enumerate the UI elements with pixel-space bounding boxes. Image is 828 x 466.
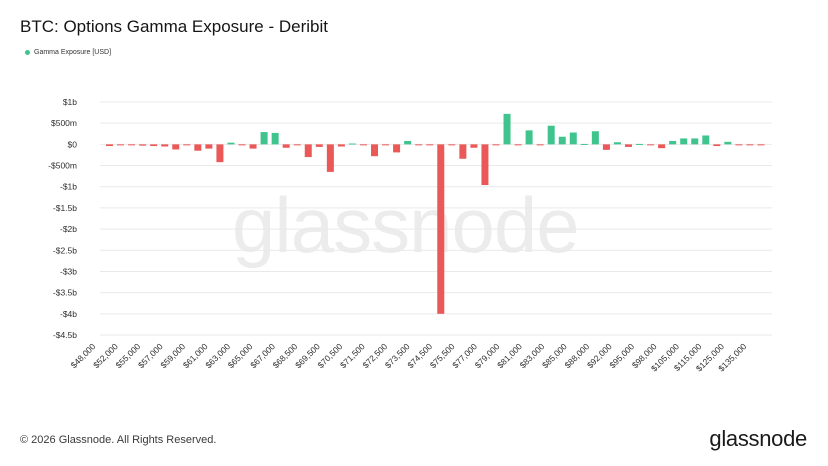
legend-label: Gamma Exposure [USD] [34, 49, 112, 56]
bar [271, 132, 279, 145]
y-tick-label: $500m [51, 118, 77, 128]
bar [569, 132, 577, 145]
bar [227, 142, 235, 145]
bar [139, 144, 147, 146]
bar [205, 144, 213, 149]
bar [161, 144, 169, 147]
bar [713, 144, 721, 147]
bar [647, 144, 655, 146]
y-tick-label: -$2.5b [53, 245, 77, 255]
bar [106, 144, 113, 147]
bar [172, 144, 180, 150]
bar [326, 144, 334, 172]
y-tick-label: -$1b [60, 182, 77, 192]
bar [448, 144, 456, 146]
bar [757, 144, 765, 146]
y-tick-label: $1b [63, 97, 77, 107]
bar [348, 143, 356, 145]
bar [459, 144, 467, 159]
bar [547, 125, 555, 145]
bar [194, 144, 202, 151]
bar [128, 144, 136, 146]
bar [249, 144, 257, 149]
y-tick-label: -$3b [60, 266, 77, 276]
bar [382, 144, 390, 146]
bar [613, 142, 621, 145]
bar [525, 130, 533, 145]
bar [602, 144, 610, 150]
bar [724, 141, 732, 145]
chart-title: BTC: Options Gamma Exposure - Deribit [20, 17, 328, 36]
bar [735, 144, 743, 146]
bar [680, 138, 688, 145]
bar [691, 138, 699, 145]
bar [702, 135, 710, 145]
bar [658, 144, 666, 149]
watermark-logo: glassnode [232, 181, 580, 269]
bar [183, 144, 191, 146]
y-tick-label: -$500m [48, 161, 77, 171]
y-tick-label: $0 [68, 139, 78, 149]
bar [304, 144, 312, 158]
bar [514, 144, 522, 146]
bar [293, 144, 301, 146]
bar [260, 132, 268, 145]
bar [624, 144, 632, 147]
bar [315, 144, 323, 147]
bar [591, 131, 599, 145]
bar [503, 113, 511, 145]
copyright-footer: © 2026 Glassnode. All Rights Reserved. [20, 434, 217, 446]
bar [492, 144, 500, 146]
bar [481, 144, 489, 186]
bar [337, 144, 345, 147]
bar [359, 144, 367, 146]
bar [636, 143, 644, 145]
legend-dot-icon [25, 50, 30, 55]
bar [415, 144, 423, 146]
bar [371, 144, 379, 157]
bar [536, 144, 544, 146]
bar [437, 144, 445, 314]
bar [426, 144, 434, 146]
legend[interactable]: Gamma Exposure [USD] [25, 49, 111, 56]
bar [580, 143, 588, 145]
bar [470, 144, 478, 148]
bar [150, 144, 158, 147]
bar [669, 140, 677, 145]
bar [282, 144, 290, 148]
bar [117, 144, 125, 146]
brand-logo[interactable]: glassnode [709, 426, 807, 451]
y-tick-label: -$4.5b [53, 330, 77, 340]
bar [216, 144, 224, 163]
bar [746, 144, 754, 146]
bar [393, 144, 401, 153]
bar [404, 140, 412, 145]
y-tick-label: -$3.5b [53, 288, 77, 298]
bar [558, 136, 566, 145]
bar [238, 144, 246, 146]
y-tick-label: -$2b [60, 224, 77, 234]
y-tick-label: -$4b [60, 309, 77, 319]
y-tick-label: -$1.5b [53, 203, 77, 213]
